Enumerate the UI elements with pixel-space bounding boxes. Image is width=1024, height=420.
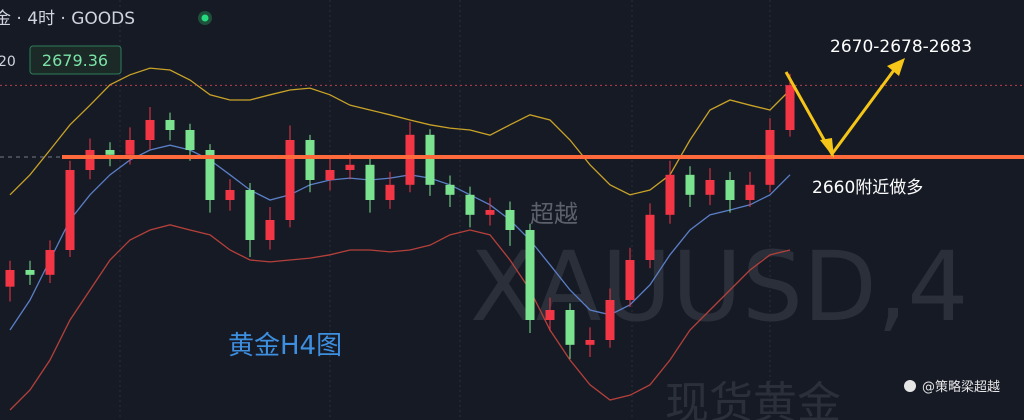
indicator-line (9, 144, 791, 331)
candle-body (645, 214, 655, 260)
watermark: 超越 (530, 200, 578, 228)
candle-body (165, 120, 175, 130)
candle-body (445, 184, 455, 195)
candle-body (45, 250, 55, 275)
candle-body (325, 170, 335, 180)
candle-body (265, 220, 275, 240)
period-label: 20 (0, 54, 16, 70)
credit: @策略梁超越 (922, 379, 1000, 395)
candle-body (25, 270, 35, 275)
candle-body (145, 120, 155, 140)
candle-body (605, 300, 615, 340)
support-label: 2660附近做多 (812, 178, 923, 198)
candle-body (665, 174, 675, 215)
indicator-line (9, 224, 791, 411)
candle-body (525, 230, 535, 320)
candle-body (285, 140, 295, 220)
candle-body (585, 340, 595, 345)
credit-icon (904, 380, 916, 392)
indicator-line (9, 67, 791, 196)
candle-body (505, 210, 515, 230)
candle-body (245, 190, 255, 240)
status-dot (201, 14, 209, 22)
candle-body (225, 190, 235, 200)
candle-body (185, 130, 195, 150)
candle-body (85, 150, 95, 170)
last-price: 2679.36 (42, 51, 108, 70)
candle-body (5, 270, 15, 287)
candle-body (745, 184, 755, 200)
candle-body (705, 180, 715, 195)
symbol-title: 金 · 4时 · GOODS (0, 9, 135, 29)
arrow-head (887, 58, 905, 76)
candle-body (725, 180, 735, 200)
target-annotation: 2670-2678-2683 (830, 37, 972, 57)
candle-body (105, 150, 115, 155)
candle-body (565, 310, 575, 345)
candle-body (385, 184, 395, 200)
chart-label: 黄金H4图 (228, 331, 342, 361)
candle-body (785, 85, 795, 130)
candle-body (685, 174, 695, 195)
arrow-head (820, 138, 834, 158)
candle-body (405, 134, 415, 185)
price-box (29, 45, 122, 75)
candle-body (545, 310, 555, 320)
candle-body (365, 164, 375, 200)
candle-body (345, 164, 355, 170)
candle-body (465, 194, 475, 215)
watermark: 现货黄金 (665, 378, 841, 420)
candle-body (485, 210, 495, 215)
plot (0, 67, 1024, 411)
candle-body (625, 260, 635, 300)
candle-body (205, 150, 215, 200)
watermark: XAUUSD,4 (470, 231, 968, 343)
candle-body (125, 140, 135, 155)
candle-body (305, 140, 315, 180)
candle-body (425, 134, 435, 185)
candle-body (65, 170, 75, 250)
